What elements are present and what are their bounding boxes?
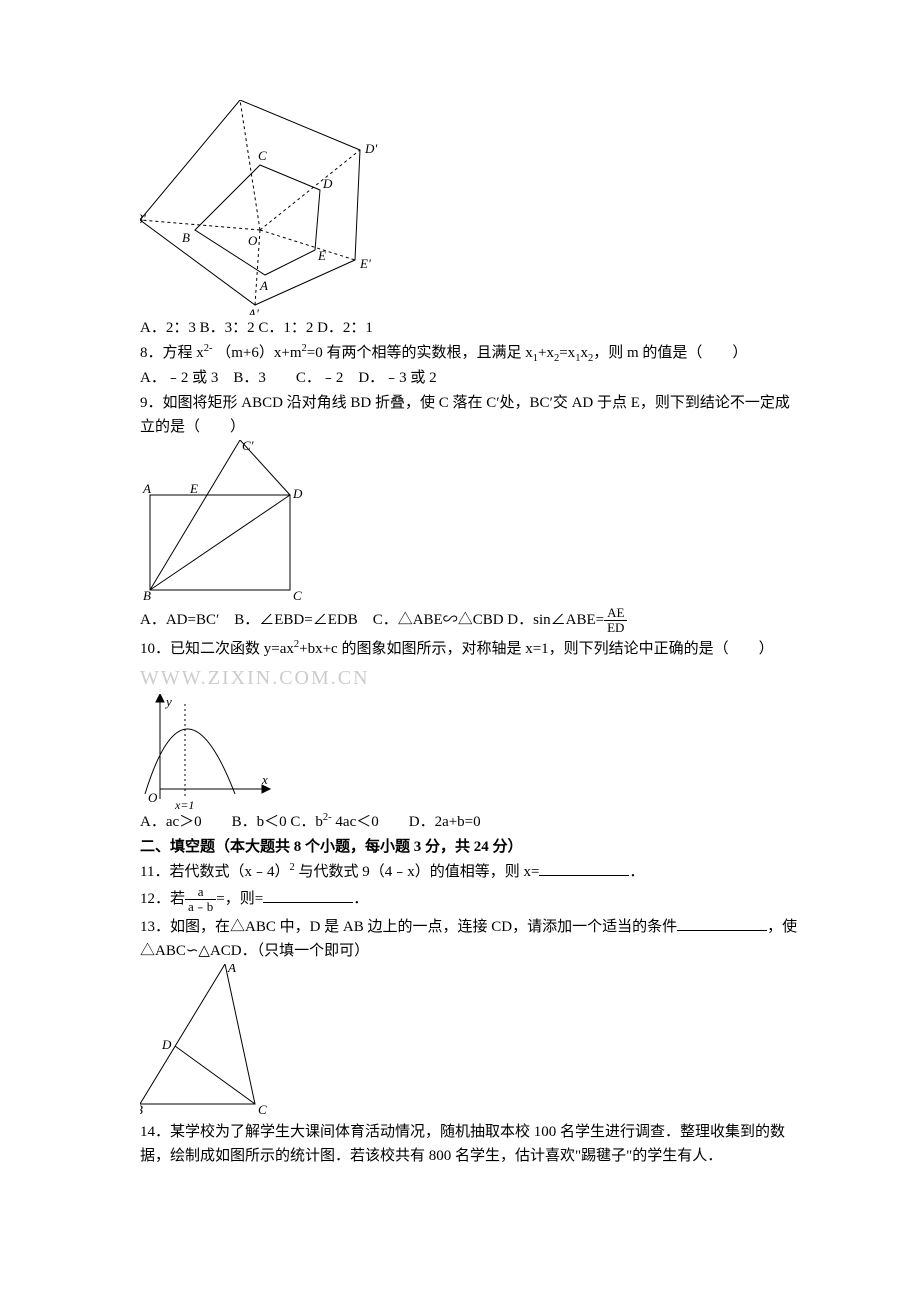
svg-text:E: E	[189, 481, 198, 496]
svg-text:E: E	[317, 248, 326, 263]
svg-text:x=1: x=1	[174, 798, 194, 809]
svg-text:B': B'	[140, 211, 146, 226]
svg-text:B: B	[182, 230, 190, 245]
q13: 13．如图，在△ABC 中，D 是 AB 边上的一点，连接 CD，请添加一个适当…	[140, 915, 800, 963]
q11: 11．若代数式（x﹣4）2 与代数式 9（4﹣x）的值相等，则 x=．	[140, 860, 800, 884]
q9-figure: A E D B C C'	[140, 440, 310, 600]
svg-text:O: O	[248, 233, 258, 248]
q14: 14．某学校为了解学生大课间体育活动情况，随机抽取本校 100 名学生进行调查．…	[140, 1120, 800, 1168]
svg-text:E': E'	[359, 256, 371, 271]
svg-text:x: x	[261, 772, 268, 787]
svg-text:D: D	[322, 176, 333, 191]
q10-options: A．ac＞0 B．b＜0 C．b2- 4ac＜0 D．2a+b=0	[140, 810, 800, 834]
q8-options: A．﹣2 或 3 B．3 C．﹣2 D．﹣3 或 2	[140, 366, 800, 390]
svg-text:D: D	[292, 486, 303, 501]
svg-text:A: A	[142, 481, 151, 496]
svg-text:B: B	[143, 588, 151, 600]
svg-text:O: O	[148, 790, 158, 805]
svg-text:C: C	[258, 1102, 267, 1117]
svg-text:y: y	[164, 694, 172, 709]
section2-header: 二、填空题（本大题共 8 个小题，每小题 3 分，共 24 分）	[140, 835, 800, 859]
svg-text:B: B	[140, 1102, 143, 1117]
q8-text: 8．方程 x2- （m+6）x+m2=0 有两个相等的实数根，且满足 x1+x2…	[140, 341, 800, 365]
q10-figure: O x y x=1	[140, 694, 280, 809]
q13-figure: A B C D	[140, 964, 270, 1119]
q9-options: A．AD=BC′ B．∠EBD=∠EDB C．△ABE∽△CBD D．sin∠A…	[140, 606, 800, 636]
q7-figure: B' C' D' E' A' B C D E A O	[140, 100, 380, 315]
svg-text:C: C	[293, 588, 302, 600]
svg-text:C': C'	[242, 440, 254, 453]
q7-options: A．2：3 B．3：2 C．1：2 D．2：1	[140, 316, 800, 340]
svg-text:A: A	[227, 964, 236, 975]
watermark: WWW.ZIXIN.COM.CN	[140, 662, 800, 694]
svg-text:A': A'	[247, 306, 259, 315]
q10-text: 10．已知二次函数 y=ax2+bx+c 的图象如图所示，对称轴是 x=1，则下…	[140, 637, 800, 661]
svg-text:D': D'	[364, 141, 377, 156]
svg-text:C: C	[258, 148, 267, 163]
svg-text:A: A	[259, 278, 268, 293]
q9-text: 9．如图将矩形 ABCD 沿对角线 BD 折叠，使 C 落在 C′处，BC′交 …	[140, 391, 800, 439]
q12: 12．若aa﹣b=，则=．	[140, 885, 800, 915]
svg-text:D: D	[161, 1037, 172, 1052]
